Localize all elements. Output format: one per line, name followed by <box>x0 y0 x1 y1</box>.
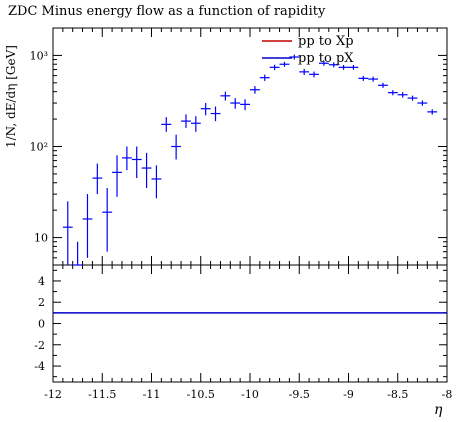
ratio-tick-label: 4 <box>38 275 45 288</box>
x-tick-label: -12 <box>44 388 62 401</box>
x-tick-label: -9.5 <box>289 388 310 401</box>
y-tick-label: 10 <box>34 232 48 245</box>
x-tick-label: -8.5 <box>387 388 408 401</box>
ratio-tick-label: -4 <box>34 360 45 373</box>
x-tick-label: -10.5 <box>187 388 215 401</box>
x-tick-label: -9 <box>343 388 354 401</box>
ratio-plot-frame <box>52 264 448 383</box>
ratio-tick-label: 2 <box>38 296 45 309</box>
x-tick-label: -11.5 <box>88 388 116 401</box>
x-axis-label: η <box>434 402 443 418</box>
chart-title: ZDC Minus energy flow as a function of r… <box>8 4 326 19</box>
x-tick-label: -10 <box>241 388 259 401</box>
y-tick-label: 10³ <box>30 49 48 62</box>
x-tick-label: -11 <box>143 388 161 401</box>
ratio-tick-label: -2 <box>34 339 45 352</box>
x-tick-label: -8 <box>442 388 453 401</box>
legend-label: pp to Xp <box>298 34 354 49</box>
legend-label: pp to pX <box>298 51 354 66</box>
y-tick-label: 10² <box>30 141 48 154</box>
main-plot-frame <box>52 27 448 266</box>
ratio-tick-label: 0 <box>38 318 45 331</box>
